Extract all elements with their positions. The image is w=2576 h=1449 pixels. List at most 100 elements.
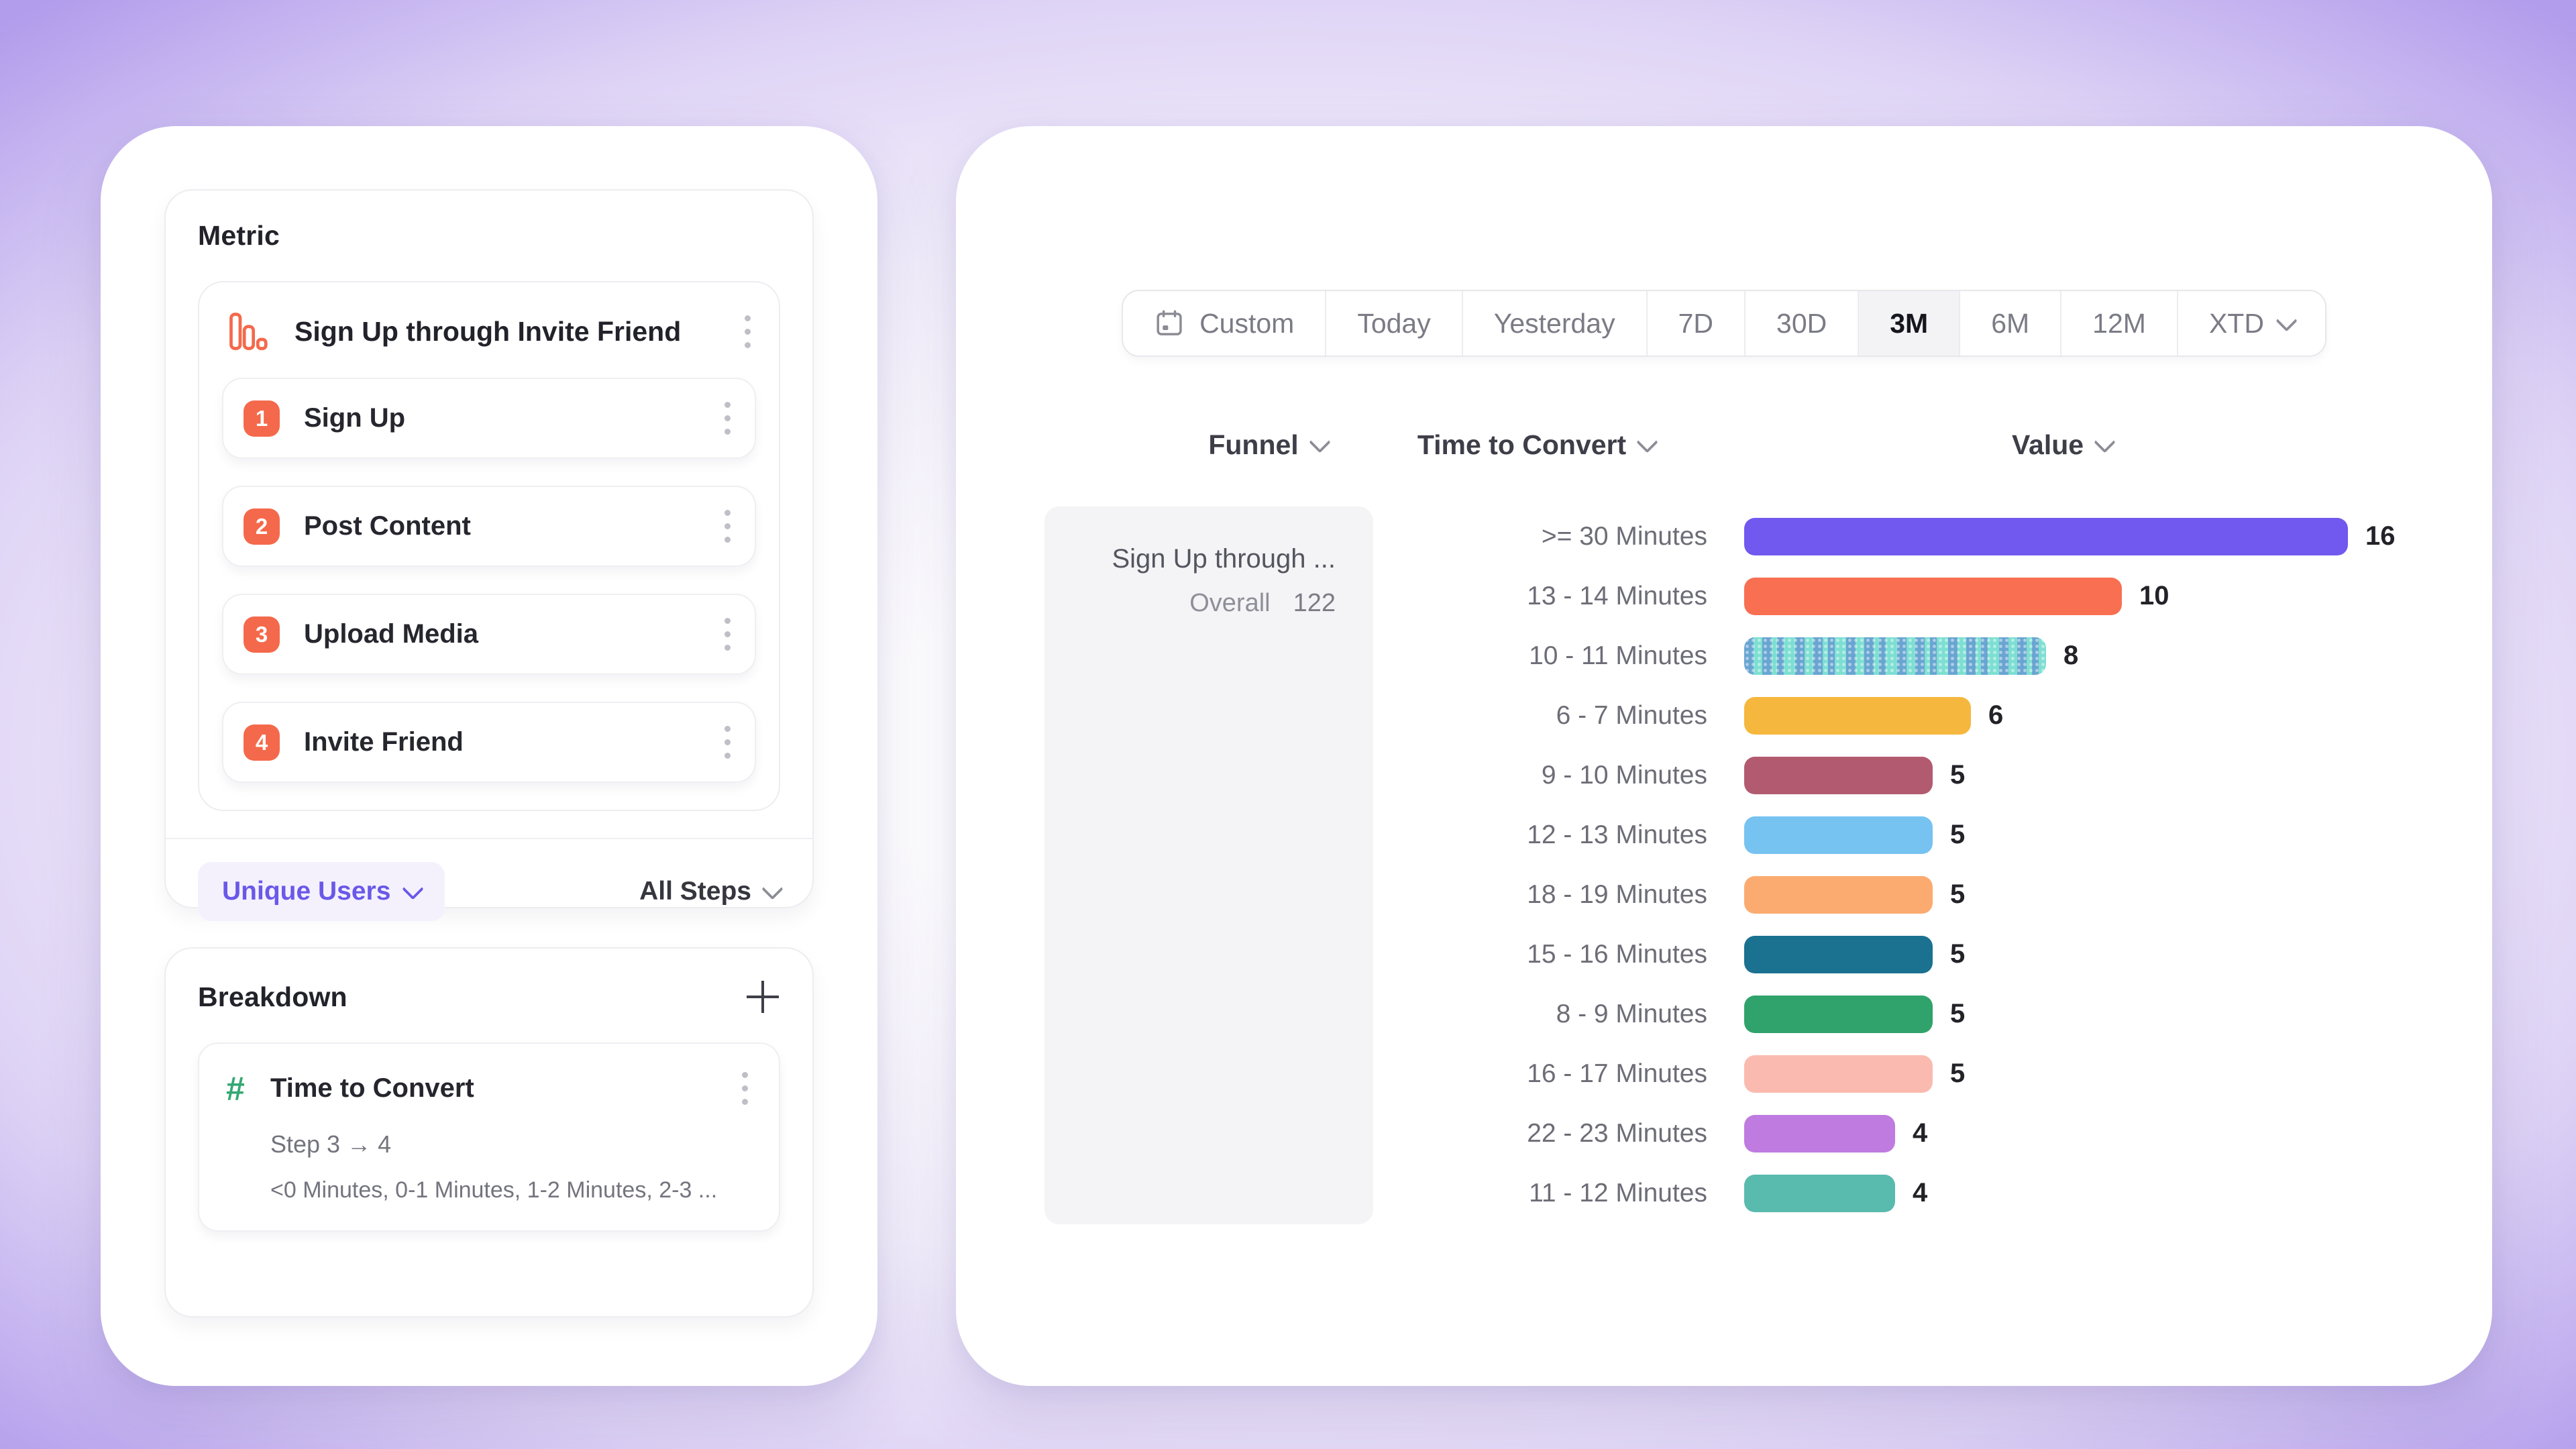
bar-value: 5: [1950, 760, 1966, 790]
date-range-option[interactable]: 12M: [2061, 291, 2178, 356]
metric-name: Sign Up through Invite Friend: [294, 315, 682, 347]
date-range-option[interactable]: 3M: [1859, 291, 1961, 356]
funnel-step-row[interactable]: 2 Post Content: [222, 486, 756, 567]
date-range-option[interactable]: 30D: [1746, 291, 1860, 356]
chart-row: 12 - 13 Minutes 5: [956, 805, 2492, 865]
calendar-icon: [1154, 308, 1185, 339]
bucket-label: >= 30 Minutes: [1541, 521, 1707, 551]
breakdown-item[interactable]: # Time to Convert Step 3 → 4 <0 Minutes,…: [198, 1042, 780, 1232]
metric-section-title: Metric: [198, 220, 280, 251]
column-header-value[interactable]: Value: [1928, 429, 2196, 461]
measurement-dropdown[interactable]: Unique Users: [198, 862, 445, 921]
kebab-menu-icon[interactable]: [720, 614, 735, 655]
bar-value: 6: [1988, 700, 2004, 730]
funnel-cell-title: Sign Up through ...: [1112, 544, 1336, 574]
breakdown-section-title: Breakdown: [198, 981, 347, 1012]
step-label: Invite Friend: [304, 727, 464, 757]
date-range-option[interactable]: XTD: [2178, 291, 2325, 356]
funnel-metric-header[interactable]: Sign Up through Invite Friend: [199, 282, 779, 378]
metric-card: Metric Sign Up through Invite Friend 1 S…: [164, 189, 814, 921]
bar[interactable]: [1744, 517, 2348, 555]
step-number-badge: 4: [244, 724, 280, 761]
breakdown-card: Breakdown # Time to Convert Step 3 → 4 <…: [164, 947, 814, 1318]
date-range-option-label: Custom: [1199, 307, 1295, 339]
metric-footer: Unique Users All Steps: [166, 838, 812, 921]
funnel-steps-list: 1 Sign Up 2 Post Content 3 Upload Media …: [199, 378, 779, 783]
bar[interactable]: [1744, 756, 1933, 794]
all-steps-dropdown[interactable]: All Steps: [639, 877, 784, 906]
bucket-label: 11 - 12 Minutes: [1529, 1178, 1707, 1208]
bucket-label: 16 - 17 Minutes: [1527, 1059, 1707, 1088]
chart-row: 16 - 17 Minutes 5: [956, 1044, 2492, 1104]
bar-value: 5: [1950, 999, 1966, 1028]
date-range-option-label: Today: [1357, 307, 1431, 339]
column-header-funnel-label: Funnel: [1208, 429, 1299, 460]
chart-row: 18 - 19 Minutes 5: [956, 865, 2492, 924]
date-range-option-label: XTD: [2208, 307, 2264, 339]
bucket-label: 13 - 14 Minutes: [1527, 581, 1707, 610]
bar-value: 16: [2365, 521, 2396, 551]
bar[interactable]: [1744, 1174, 1895, 1212]
bar-value: 5: [1950, 939, 1966, 969]
bar[interactable]: [1744, 995, 1933, 1033]
bar-value: 5: [1950, 1059, 1966, 1088]
add-breakdown-button plus-icon[interactable]: [745, 979, 780, 1014]
chart-row: 6 - 7 Minutes 6: [956, 686, 2492, 745]
date-range-option[interactable]: 7D: [1648, 291, 1746, 356]
chart-row: 9 - 10 Minutes 5: [956, 745, 2492, 805]
funnel-step-row[interactable]: 3 Upload Media: [222, 594, 756, 675]
bucket-label: 9 - 10 Minutes: [1541, 760, 1707, 790]
chart-row: 10 - 11 Minutes 8: [956, 626, 2492, 686]
query-builder-panel: Metric Sign Up through Invite Friend 1 S…: [101, 126, 877, 1386]
bar[interactable]: [1744, 875, 1933, 914]
bucket-label: 8 - 9 Minutes: [1556, 999, 1707, 1028]
bar[interactable]: [1744, 1055, 1933, 1093]
chart-row: 8 - 9 Minutes 5: [956, 984, 2492, 1044]
step-label: Post Content: [304, 511, 471, 541]
bar[interactable]: [1744, 696, 1971, 735]
date-range-option[interactable]: Custom: [1123, 291, 1327, 356]
hash-icon: #: [226, 1069, 245, 1108]
date-range-option[interactable]: Yesterday: [1463, 291, 1648, 356]
chevron-down-icon: [2275, 309, 2298, 332]
all-steps-label: All Steps: [639, 877, 751, 906]
bar[interactable]: [1744, 637, 2046, 675]
bar[interactable]: [1744, 935, 1933, 973]
chevron-down-icon: [1636, 431, 1658, 453]
chevron-down-icon: [761, 877, 784, 900]
chart-row: 11 - 12 Minutes 4: [956, 1163, 2492, 1223]
step-label: Sign Up: [304, 403, 406, 433]
breakdown-property-name: Time to Convert: [270, 1073, 474, 1103]
funnel-chart-icon: [227, 311, 269, 352]
date-range-option-label: 12M: [2092, 307, 2146, 339]
chevron-down-icon: [402, 877, 425, 900]
bar[interactable]: [1744, 577, 2122, 615]
bar-value: 4: [1913, 1118, 1928, 1148]
date-range-option[interactable]: Today: [1326, 291, 1463, 356]
funnel-step-row[interactable]: 1 Sign Up: [222, 378, 756, 459]
kebab-menu-icon[interactable]: [738, 1068, 752, 1109]
date-range-option[interactable]: 6M: [1960, 291, 2062, 356]
bar[interactable]: [1744, 816, 1933, 854]
column-headers: Funnel Time to Convert Value: [956, 429, 2492, 470]
kebab-menu-icon[interactable]: [720, 722, 735, 763]
measurement-label: Unique Users: [222, 877, 391, 906]
overall-value: 122: [1293, 589, 1336, 617]
date-range-option-label: Yesterday: [1493, 307, 1615, 339]
bar-value: 10: [2139, 581, 2169, 610]
date-range-selector: Custom Today Yesterday 7D 30D 3M 6M 12M XTD: [1122, 290, 2326, 357]
kebab-menu-icon[interactable]: [741, 311, 755, 352]
bar[interactable]: [1744, 1114, 1895, 1152]
breakdown-buckets-preview: <0 Minutes, 0-1 Minutes, 1-2 Minutes, 2-…: [270, 1177, 718, 1203]
funnel-cell[interactable]: Sign Up through ... Overall 122: [1044, 506, 1373, 1224]
funnel-step-row[interactable]: 4 Invite Friend: [222, 702, 756, 783]
column-header-time-to-convert[interactable]: Time to Convert: [1368, 429, 1704, 461]
kebab-menu-icon[interactable]: [720, 398, 735, 439]
bucket-label: 15 - 16 Minutes: [1527, 939, 1707, 969]
column-header-funnel[interactable]: Funnel: [1157, 429, 1379, 461]
column-header-ttc-label: Time to Convert: [1417, 429, 1627, 460]
bucket-label: 10 - 11 Minutes: [1529, 641, 1707, 670]
kebab-menu-icon[interactable]: [720, 506, 735, 547]
date-range-option-label: 7D: [1678, 307, 1714, 339]
